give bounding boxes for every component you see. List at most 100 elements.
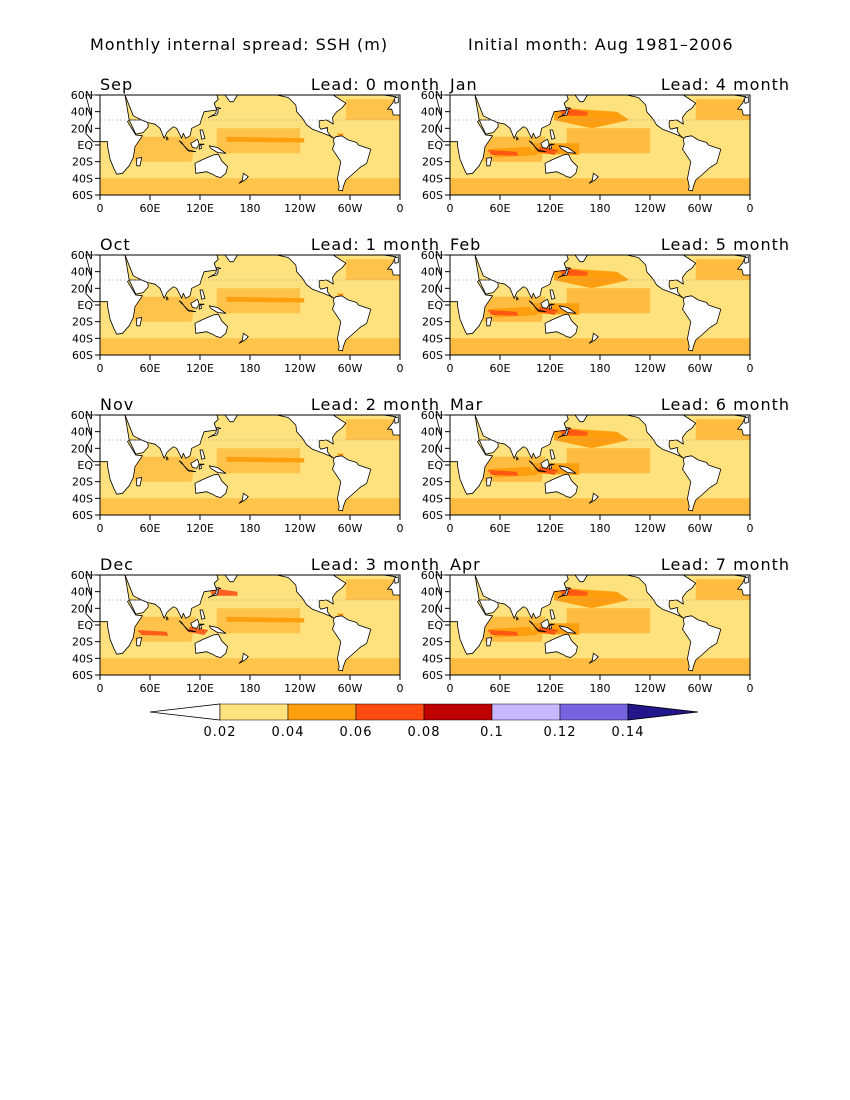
land-australia: [544, 473, 578, 498]
land-britain: [393, 96, 399, 104]
colorbar-label: 0.04: [272, 725, 305, 740]
land-java: [187, 469, 197, 473]
ssh-shaded-region: [537, 146, 559, 155]
lon-tick-label: 0: [397, 362, 404, 375]
colorbar-segment: [355, 703, 425, 721]
land-sumatra: [178, 620, 189, 631]
lat-tick-label: 40N: [71, 106, 93, 119]
land-philippines: [199, 289, 206, 300]
ssh-shaded-region: [450, 178, 750, 195]
land-australia: [194, 313, 228, 338]
lat-tick-label: 40S: [72, 652, 93, 665]
land-northamerica: [257, 94, 347, 138]
land-sulawesi: [548, 623, 555, 630]
ssh-shaded-region: [100, 178, 400, 195]
land-newzealand: [238, 492, 249, 504]
land-japan: [207, 587, 222, 598]
land-philippines: [199, 449, 206, 460]
ssh-shaded-region: [487, 470, 519, 476]
colorbar-label: 0.14: [612, 725, 645, 740]
lat-tick-label: 20S: [72, 156, 93, 169]
lat-tick-label: 20S: [72, 316, 93, 329]
land-australia: [194, 473, 228, 498]
lat-tick-label: 40N: [421, 266, 443, 279]
lon-tick-label: 0: [97, 362, 104, 375]
lon-tick-label: 60W: [338, 682, 363, 695]
land-northamerica: [607, 254, 697, 298]
ssh-spread-map: 60N 40N 20N EQ 20S 40S 60S 0 60E 120E 180 120W 60W 0: [71, 249, 404, 375]
ssh-shaded-region: [137, 630, 169, 636]
figure-title-right: Initial month: Aug 1981–2006: [468, 35, 734, 54]
lat-tick-label: 60S: [422, 509, 443, 522]
lon-tick-label: 60E: [140, 522, 161, 535]
land-southamerica: [332, 295, 372, 352]
lat-tick-label: EQ: [427, 619, 443, 632]
panel-month-label: Sep: [100, 75, 134, 94]
colorbar-segment: [219, 703, 289, 721]
land-britain: [743, 416, 749, 424]
ssh-shaded-region: [226, 456, 305, 463]
land-britain: [393, 576, 399, 584]
land-borneo: [190, 458, 200, 469]
land-sumatra: [528, 300, 539, 311]
land-southamerica: [682, 135, 722, 192]
land-newguinea: [208, 145, 227, 154]
land-newzealand: [588, 172, 599, 184]
land-srilanka: [166, 456, 169, 461]
land-britain: [393, 256, 399, 264]
lat-tick-label: 20N: [71, 122, 93, 135]
land-borneo: [190, 138, 200, 149]
panel-lead-label: Lead: 6 month: [660, 395, 790, 414]
colorbar-segment: [559, 703, 629, 721]
land-australia: [194, 633, 228, 658]
lon-tick-label: 60W: [688, 362, 713, 375]
lon-tick-label: 60E: [490, 682, 511, 695]
ssh-shaded-region: [133, 456, 196, 482]
ssh-shaded-region: [226, 136, 305, 143]
lon-tick-label: 0: [747, 362, 754, 375]
lon-tick-label: 120E: [536, 522, 564, 535]
land-asia: [124, 254, 219, 299]
lat-tick-label: 40S: [72, 492, 93, 505]
lon-tick-label: 0: [97, 682, 104, 695]
ssh-shaded-region: [450, 658, 750, 675]
land-newguinea: [558, 465, 577, 474]
land-java: [187, 149, 197, 153]
land-sumatra: [528, 140, 539, 151]
panel-month-label: Apr: [450, 555, 481, 574]
ssh-shaded-region: [537, 306, 559, 315]
colorbar-label: 0.02: [204, 725, 237, 740]
panel-lead-label: Lead: 5 month: [660, 235, 790, 254]
lat-tick-label: 20N: [421, 602, 443, 615]
ssh-spread-map: 60N 40N 20N EQ 20S 40S 60S 0 60E 120E 180 120W 60W 0: [71, 89, 404, 215]
lon-tick-label: 0: [447, 682, 454, 695]
ssh-shaded-region: [450, 338, 750, 355]
ssh-shaded-region: [566, 128, 650, 154]
lat-tick-label: 60N: [71, 89, 93, 102]
land-newzealand: [238, 652, 249, 664]
land-australia: [544, 153, 578, 178]
land-sumatra: [178, 300, 189, 311]
land-philippines: [199, 129, 206, 140]
ssh-shaded-region: [487, 630, 519, 636]
map-panel-sep: Sep Lead: 0 month 60N 40N 20N EQ 20S 40S 60S 0 6…: [71, 75, 450, 215]
land-northamerica: [257, 574, 347, 618]
figure-title-left: Monthly internal spread: SSH (m): [90, 35, 389, 54]
colorbar-label: 0.1: [480, 725, 504, 740]
lon-tick-label: 120W: [284, 522, 316, 535]
lon-tick-label: 60E: [140, 362, 161, 375]
panel-lead-label: Lead: 3 month: [310, 555, 440, 574]
land-sumatra: [528, 460, 539, 471]
land-srilanka: [166, 296, 169, 301]
lon-tick-label: 60W: [338, 362, 363, 375]
lat-tick-label: EQ: [77, 459, 93, 472]
colorbar-label: 0.06: [340, 725, 373, 740]
land-asia: [124, 574, 219, 619]
land-borneo: [540, 618, 550, 629]
colorbar: 0.02 0.04 0.06 0.08 0.1 0.12 0.14: [149, 703, 699, 740]
lat-tick-label: 60S: [72, 509, 93, 522]
land-madagascar: [486, 317, 493, 327]
land-srilanka: [516, 296, 519, 301]
ssh-shaded-region: [695, 259, 750, 280]
land-newguinea: [208, 465, 227, 474]
